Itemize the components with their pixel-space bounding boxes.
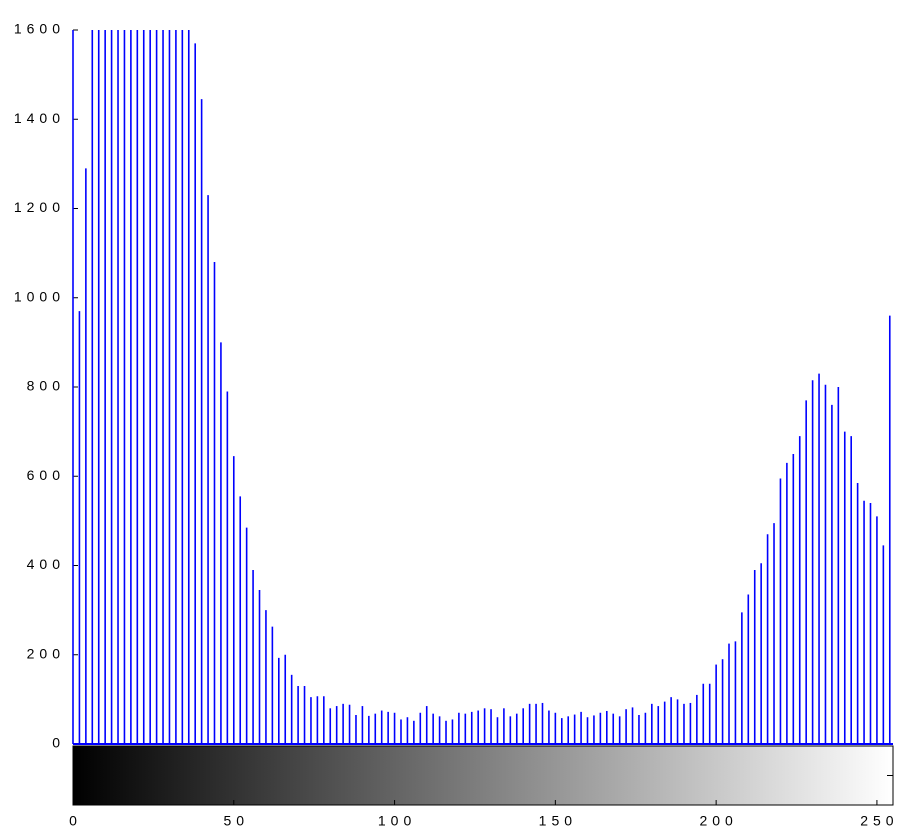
y-tick-label: 1000 <box>14 288 65 304</box>
x-tick-label: 0 <box>69 813 82 829</box>
y-tick-label: 200 <box>27 645 65 661</box>
y-tick-label: 800 <box>27 378 65 394</box>
y-tick-label: 1400 <box>14 110 65 126</box>
x-tick-label: 200 <box>699 813 737 829</box>
colorbar <box>72 745 894 806</box>
y-tick-label: 400 <box>27 556 65 572</box>
y-tick-label: 0 <box>52 735 65 751</box>
y-tick-label: 1200 <box>14 199 65 215</box>
x-tick-label: 250 <box>860 813 897 829</box>
x-tick-label: 100 <box>378 813 416 829</box>
x-tick-label: 50 <box>223 813 249 829</box>
x-tick-label: 150 <box>539 813 577 829</box>
y-tick-label: 600 <box>27 467 65 483</box>
y-tick-label: 1600 <box>14 21 65 37</box>
